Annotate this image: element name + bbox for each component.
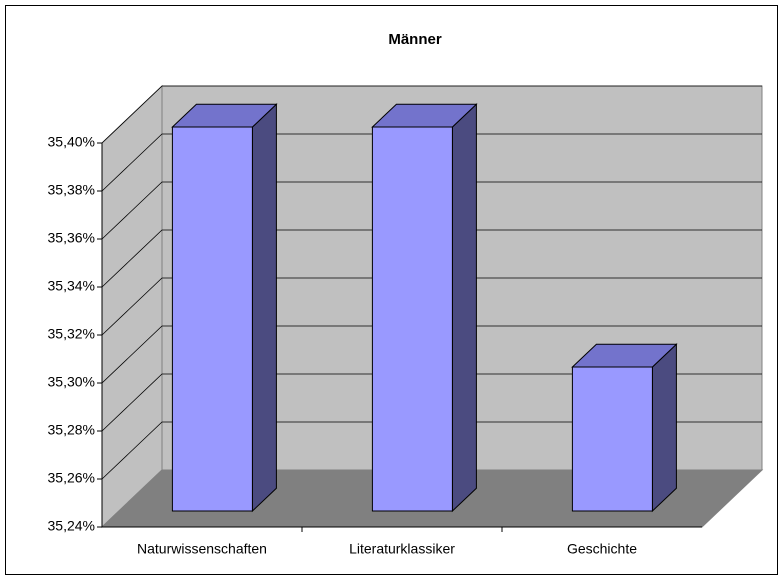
bar-side	[251, 103, 277, 513]
grid-line	[101, 229, 762, 288]
y-tick-label: 35,28%	[48, 422, 95, 438]
grid-line	[101, 85, 762, 144]
grid-line	[101, 181, 762, 240]
bar	[171, 126, 253, 512]
y-tick-label: 35,32%	[48, 326, 95, 342]
grid-line	[101, 421, 762, 480]
bar	[371, 126, 453, 512]
y-tick-label: 35,34%	[48, 278, 95, 294]
chart-title: Männer	[388, 31, 442, 48]
y-tick-label: 35,40%	[48, 134, 95, 150]
y-tick-label: 35,26%	[48, 470, 95, 486]
bar-side	[451, 103, 477, 513]
x-tick-label: Naturwissenschaften	[137, 541, 267, 557]
bar	[571, 366, 653, 512]
x-tick-label: Geschichte	[567, 541, 637, 557]
grid-line	[101, 277, 762, 336]
y-tick-label: 35,30%	[48, 374, 95, 390]
y-tick-label: 35,38%	[48, 182, 95, 198]
x-tick-label: Literaturklassiker	[349, 541, 455, 557]
y-tick-label: 35,36%	[48, 230, 95, 246]
grid-line	[101, 325, 762, 384]
grid-line	[101, 133, 762, 192]
grid-line	[101, 373, 762, 432]
y-tick-label: 35,24%	[48, 518, 95, 534]
bar-side	[651, 343, 677, 513]
